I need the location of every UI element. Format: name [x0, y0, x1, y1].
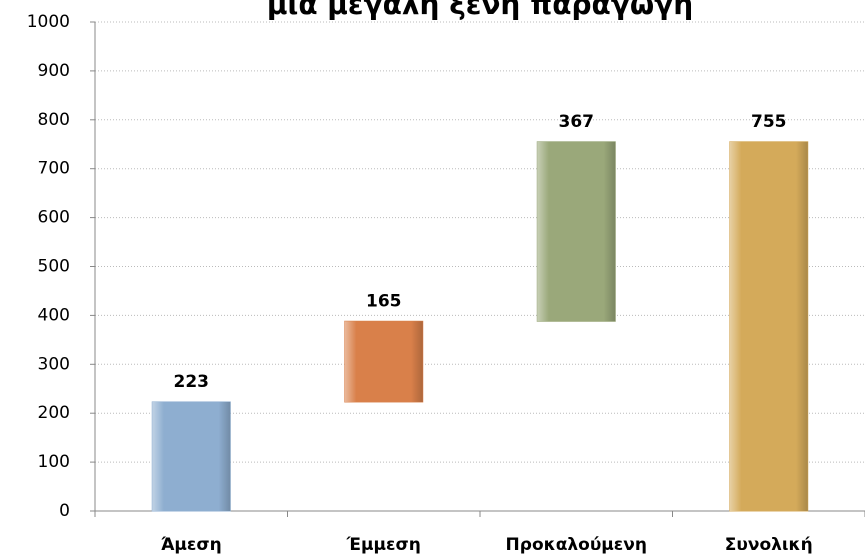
x-tick-label: Έμμεση	[346, 535, 421, 555]
y-tick-label: 400	[38, 305, 70, 325]
y-tick-label: 800	[38, 110, 70, 130]
bar-shine	[537, 141, 616, 322]
y-tick-label: 900	[38, 61, 70, 81]
x-tick-label: Συνολική	[725, 535, 813, 555]
value-label: 367	[559, 112, 595, 132]
bar-shine	[152, 401, 231, 511]
x-tick-label: Άμεση	[161, 535, 222, 555]
value-label: 165	[366, 291, 402, 311]
value-label: 223	[174, 372, 210, 392]
y-tick-label: 100	[38, 452, 70, 472]
y-tick-label: 300	[38, 354, 70, 374]
bar-shine	[344, 321, 423, 402]
y-tick-label: 600	[38, 208, 70, 228]
y-tick-label: 700	[38, 159, 70, 179]
y-tick-label: 1000	[27, 12, 70, 32]
y-tick-label: 200	[38, 403, 70, 423]
bar-shine	[729, 141, 808, 511]
y-tick-label: 0	[59, 501, 70, 521]
chart-title: μια μεγάλη ξένη παραγωγή	[267, 0, 693, 21]
y-tick-label: 500	[38, 257, 70, 277]
x-tick-label: Προκαλούμενη	[506, 535, 647, 555]
value-label: 755	[751, 112, 787, 132]
